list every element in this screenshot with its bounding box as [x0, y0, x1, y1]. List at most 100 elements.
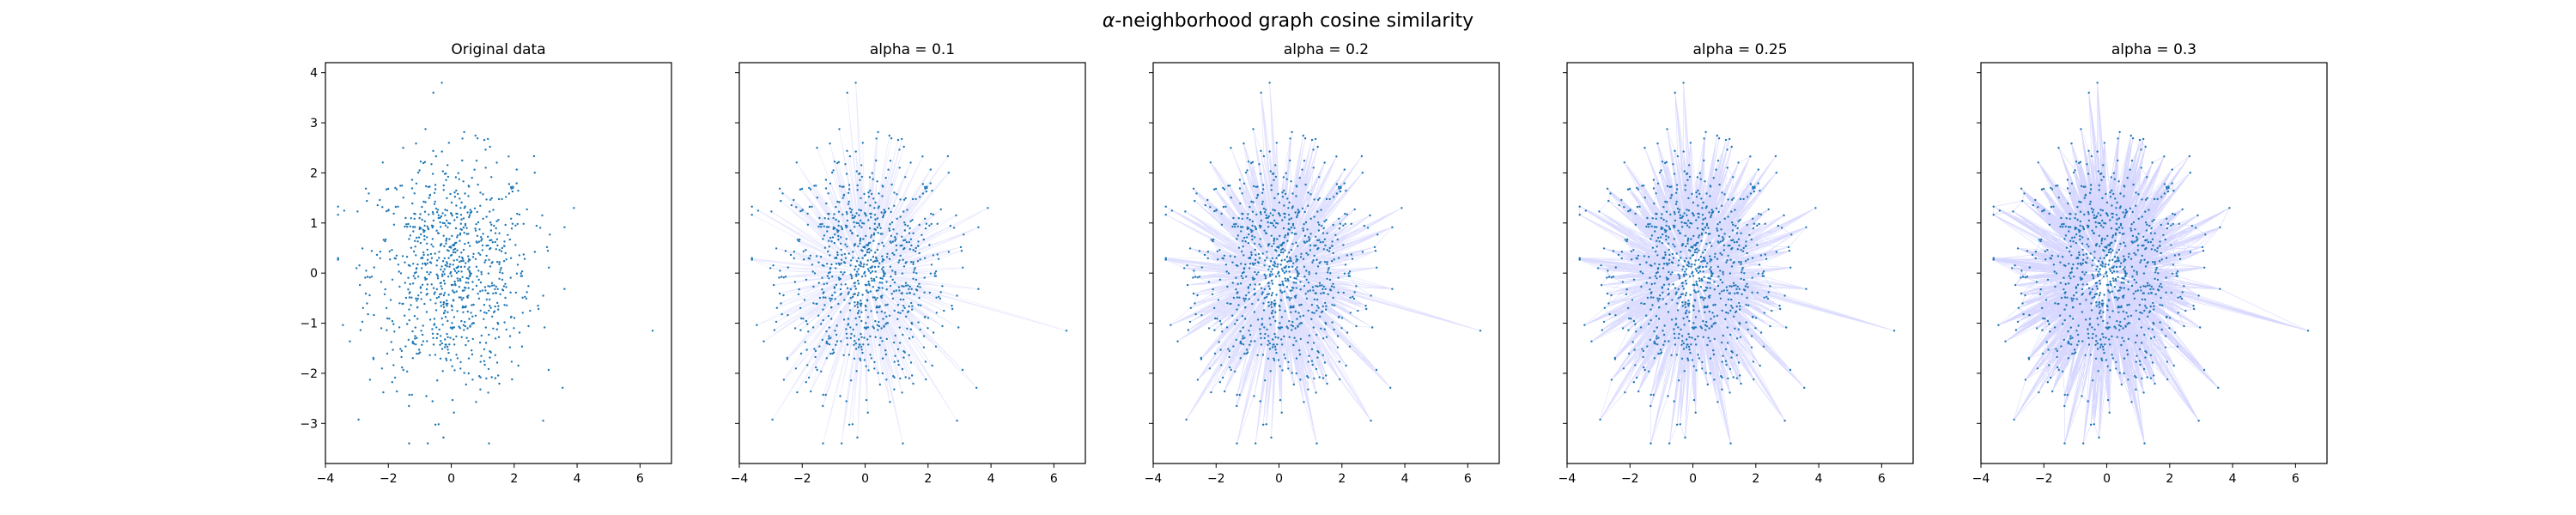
data-point [420, 267, 423, 270]
data-point [422, 161, 425, 165]
data-point [1287, 265, 1291, 269]
data-point [2070, 268, 2074, 270]
data-point [437, 214, 440, 216]
data-point [2059, 225, 2062, 228]
data-point [2012, 210, 2014, 213]
data-point [421, 218, 423, 221]
data-point [1250, 200, 1253, 203]
data-point [1299, 281, 1302, 283]
data-point [1210, 239, 1213, 241]
data-point [442, 436, 445, 439]
data-point [887, 168, 890, 171]
data-point [872, 325, 874, 328]
data-point [1242, 337, 1244, 340]
data-point [2102, 164, 2105, 167]
data-point [1732, 223, 1735, 226]
data-point [2190, 224, 2194, 227]
data-point [387, 209, 390, 211]
data-point [1322, 248, 1326, 251]
data-point [405, 256, 409, 258]
y-axis [1149, 72, 1153, 424]
data-point [2101, 209, 2104, 212]
data-point [1344, 222, 1347, 226]
data-point [793, 281, 797, 283]
data-point [1346, 331, 1349, 334]
data-point [1248, 227, 1250, 230]
data-point [1231, 282, 1235, 284]
data-point [2087, 287, 2091, 289]
data-point [422, 324, 424, 327]
data-point [1254, 270, 1256, 274]
data-point [2154, 261, 2156, 264]
data-point [1656, 142, 1659, 145]
data-point [2127, 315, 2129, 318]
data-point [1256, 185, 1259, 188]
data-point [1741, 271, 1743, 274]
data-point [1716, 223, 1719, 226]
data-point [1307, 309, 1309, 312]
data-point [1299, 288, 1302, 291]
data-point [1323, 161, 1326, 164]
data-point [1694, 411, 1697, 414]
data-point [2134, 341, 2137, 344]
data-point [1623, 206, 1625, 209]
data-point [489, 351, 492, 354]
data-point [2087, 332, 2090, 335]
data-point [2171, 272, 2174, 275]
data-point [1668, 283, 1671, 286]
data-point [1708, 268, 1711, 270]
data-point [1725, 261, 1728, 264]
data-point [1692, 215, 1695, 217]
data-point [1740, 263, 1742, 265]
data-point [2066, 179, 2069, 181]
data-point [830, 297, 833, 300]
data-point [372, 356, 374, 360]
data-point [1710, 318, 1712, 320]
data-point [899, 215, 902, 218]
data-point [1261, 252, 1264, 255]
x-axis: −4 −2 0 2 4 6 [1972, 464, 2300, 486]
data-point [1287, 279, 1290, 282]
data-point [2149, 354, 2152, 356]
data-point [490, 176, 493, 179]
data-point [1340, 327, 1343, 330]
data-point [860, 226, 863, 228]
data-point [469, 258, 471, 261]
data-point [880, 310, 884, 313]
data-point [2044, 258, 2047, 261]
data-point [1194, 312, 1197, 316]
data-point [1265, 214, 1268, 216]
data-point [2184, 309, 2187, 312]
data-point [1685, 245, 1687, 248]
data-point [541, 214, 544, 217]
data-point [858, 173, 860, 175]
data-point [1218, 249, 1221, 251]
data-point [2142, 367, 2146, 371]
data-point [1349, 312, 1352, 314]
data-point [1281, 282, 1285, 285]
data-point [1305, 251, 1308, 255]
data-point [490, 239, 493, 241]
data-point [1315, 367, 1318, 371]
data-point [440, 150, 443, 153]
data-point [1696, 241, 1698, 245]
data-point [2134, 375, 2136, 378]
y-tick-label: 4 [310, 67, 318, 81]
data-point [863, 326, 866, 329]
data-point [1660, 351, 1663, 354]
data-point [455, 189, 458, 192]
data-point [2034, 198, 2037, 202]
data-point [846, 149, 848, 152]
data-point [1307, 253, 1309, 256]
data-point [829, 300, 832, 302]
data-point [2139, 363, 2142, 367]
data-point [494, 337, 497, 340]
data-point [1324, 288, 1327, 290]
x-tick-label: −4 [1972, 472, 1990, 486]
data-point [1665, 276, 1668, 279]
data-point [394, 258, 397, 260]
data-point [1676, 309, 1680, 312]
data-point [1273, 179, 1275, 181]
data-point [2117, 217, 2121, 220]
data-point [443, 257, 446, 260]
